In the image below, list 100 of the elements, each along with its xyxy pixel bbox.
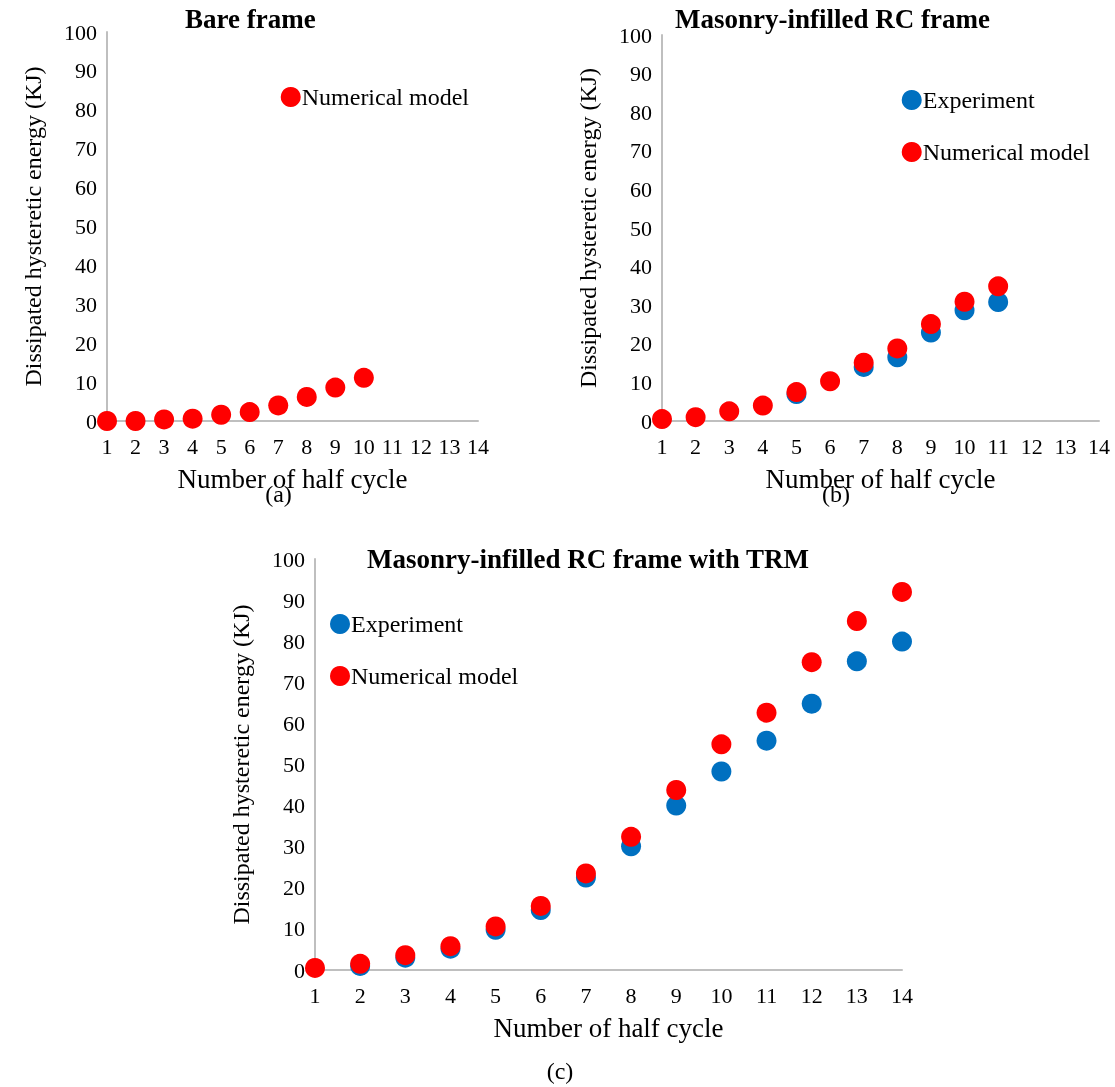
x-tick-label: 5 (790, 433, 802, 459)
x-tick-label: 12 (409, 433, 432, 459)
chart-title: Masonry-infilled RC frame (675, 3, 990, 34)
y-tick-label: 70 (75, 136, 97, 162)
y-tick-label: 10 (283, 916, 305, 942)
y-tick-label: 30 (75, 291, 97, 317)
y-tick-label: 70 (283, 669, 305, 695)
y-tick-label: 0 (294, 957, 305, 983)
point (756, 730, 777, 751)
y-tick-label: 20 (283, 875, 305, 901)
point (325, 377, 346, 398)
legend-label: Experiment (922, 87, 1036, 113)
y-axis-title: Dissipated hysteretic energy (KJ) (228, 604, 254, 925)
x-tick-label: 2 (354, 982, 366, 1008)
y-axis-title: Dissipated hysteretic energy (KJ) (575, 67, 601, 389)
point (268, 395, 289, 416)
y-tick-label: 20 (630, 331, 652, 357)
x-tick-label: 6 (244, 433, 256, 459)
y-tick-label: 50 (283, 752, 305, 777)
y-tick-label: 80 (75, 97, 97, 123)
x-tick-label: 7 (858, 433, 870, 459)
y-tick-label: 0 (641, 408, 652, 434)
legend-label: Numerical model (301, 84, 470, 110)
point (97, 411, 117, 431)
y-tick-label: 30 (283, 834, 305, 860)
x-tick-label: 12 (800, 982, 823, 1008)
y-tick-label: 50 (630, 215, 652, 241)
x-tick-label: 8 (301, 433, 313, 459)
x-tick-label: 2 (130, 433, 142, 459)
y-tick-label: 40 (630, 254, 652, 280)
y-tick-label: 100 (272, 546, 305, 572)
point (719, 401, 740, 422)
x-tick-label: 9 (925, 433, 937, 459)
point (820, 371, 841, 392)
point (892, 581, 912, 602)
legend-label: Numerical model (351, 663, 519, 689)
point (353, 367, 374, 388)
x-tick-label: 7 (580, 982, 592, 1008)
x-tick-label: 1 (656, 433, 668, 459)
x-tick-label: 6 (535, 982, 547, 1008)
y-axis-title: Dissipated hysteretic energy (KJ) (20, 66, 46, 387)
y-tick-label: 40 (75, 252, 97, 278)
x-tick-label: 11 (381, 433, 403, 459)
point (920, 314, 941, 335)
chart-title: Bare frame (185, 3, 316, 34)
y-tick-label: 0 (86, 408, 97, 434)
point (685, 407, 706, 428)
x-tick-label: 14 (1088, 433, 1110, 459)
x-tick-label: 6 (824, 433, 836, 459)
y-tick-label: 80 (630, 99, 652, 125)
x-tick-label: 14 (467, 433, 489, 459)
y-tick-label: 80 (283, 628, 305, 654)
y-tick-label: 30 (630, 292, 652, 318)
point (239, 402, 260, 423)
point (305, 957, 325, 978)
point (211, 404, 232, 425)
x-tick-label: 5 (490, 982, 502, 1008)
x-tick-label: 13 (1054, 433, 1077, 459)
chart-title: Masonry-infilled RC frame with TRM (367, 543, 809, 574)
x-tick-label: 9 (329, 433, 341, 459)
x-tick-label: 4 (444, 982, 456, 1008)
y-tick-label: 60 (75, 175, 97, 201)
point (666, 779, 687, 800)
x-tick-label: 3 (158, 433, 170, 459)
x-tick-label: 5 (215, 433, 227, 459)
x-tick-label: 12 (1020, 433, 1043, 459)
x-tick-label: 9 (670, 982, 682, 1008)
x-tick-label: 4 (187, 433, 199, 459)
point (652, 409, 672, 430)
point (892, 631, 912, 652)
point (296, 386, 317, 407)
y-tick-label: 100 (64, 19, 97, 45)
point (846, 651, 867, 672)
point (182, 408, 203, 429)
y-tick-label: 10 (75, 369, 97, 395)
y-tick-label: 10 (630, 369, 652, 395)
y-tick-label: 20 (75, 330, 97, 356)
x-tick-label: 1 (309, 982, 321, 1008)
point (954, 291, 975, 312)
point (846, 611, 867, 632)
point (801, 693, 822, 714)
x-tick-label: 10 (710, 982, 733, 1008)
x-tick-label: 4 (757, 433, 769, 459)
legend-label: Numerical model (922, 139, 1091, 165)
point (887, 338, 908, 359)
x-tick-label: 11 (755, 982, 778, 1008)
point (530, 895, 551, 916)
y-tick-label: 40 (283, 793, 305, 819)
x-tick-label: 13 (845, 982, 868, 1008)
x-tick-label: 3 (723, 433, 735, 459)
y-tick-label: 60 (630, 176, 652, 202)
y-tick-label: 60 (283, 710, 305, 736)
y-tick-label: 90 (283, 587, 305, 613)
x-tick-label: 11 (987, 433, 1009, 459)
x-tick-label: 7 (272, 433, 284, 459)
x-tick-label: 2 (690, 433, 702, 459)
point (711, 734, 732, 755)
point (756, 702, 777, 723)
x-tick-label: 10 (352, 433, 375, 459)
y-tick-label: 90 (75, 58, 97, 84)
